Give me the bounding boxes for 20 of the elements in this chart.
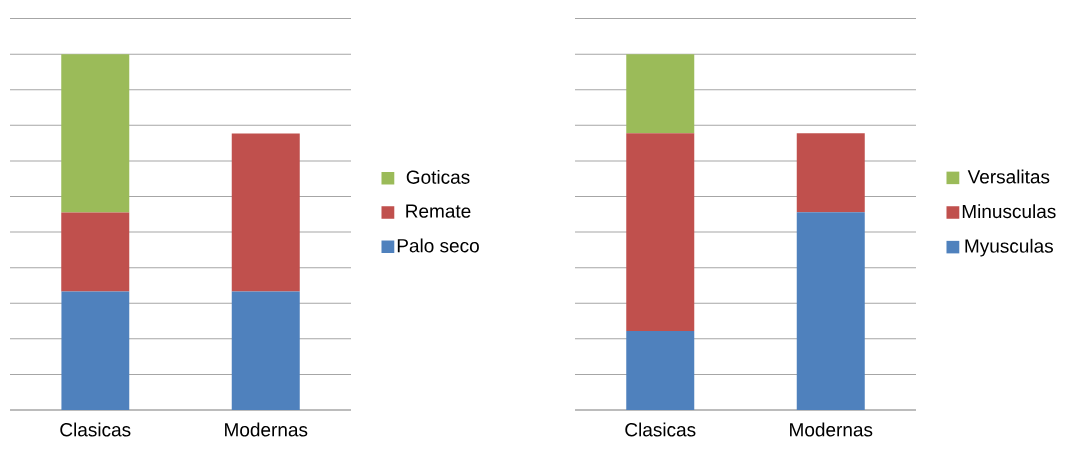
legend-label: Goticas	[406, 169, 470, 184]
legend-label: Myusculas	[965, 238, 1053, 257]
legend-label: Minusculas	[962, 204, 1056, 219]
legend-label: Remate	[406, 204, 471, 218]
bar	[796, 212, 865, 410]
x-tick-label: Modernas	[225, 422, 308, 437]
bar	[61, 291, 130, 410]
bar	[61, 212, 130, 292]
bar	[626, 54, 695, 134]
bar	[231, 133, 300, 292]
x-tick-label: Clasicas	[625, 422, 696, 437]
x-tick-label: Clasicas	[60, 422, 131, 437]
bar	[61, 54, 130, 213]
legend-label: Versalitas	[967, 169, 1050, 184]
x-tick-label: Modernas	[790, 422, 873, 437]
bar	[796, 133, 865, 213]
bar	[626, 331, 695, 410]
legend-label: Palo seco	[397, 238, 479, 253]
bar	[626, 133, 695, 331]
bar	[231, 291, 300, 410]
